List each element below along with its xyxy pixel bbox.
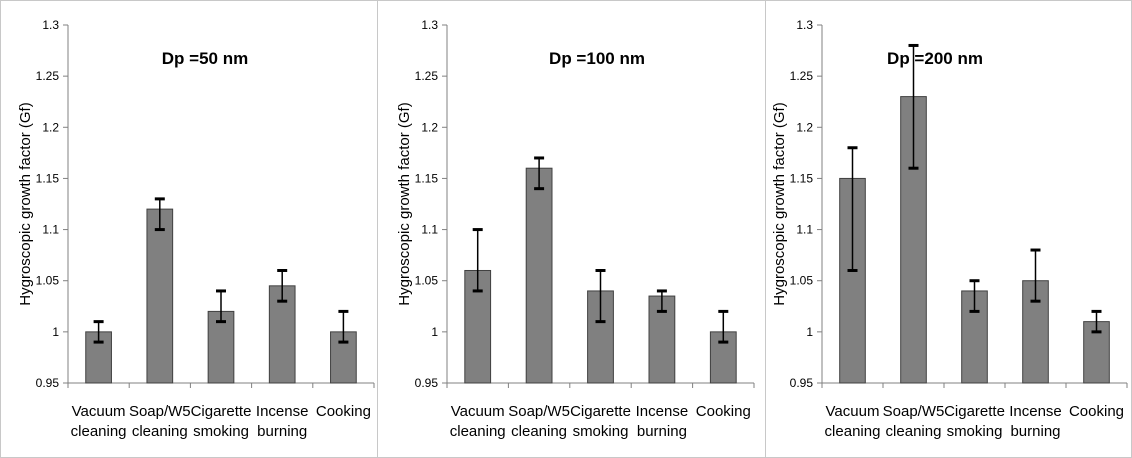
chart-title: Dp =200 nm [887, 49, 983, 68]
bar [526, 168, 552, 383]
x-category-label: cleaning [450, 423, 506, 440]
y-tick-label: 1.25 [415, 69, 439, 83]
y-tick-label: 1.05 [36, 274, 60, 288]
y-tick-label: 1.2 [796, 120, 813, 134]
y-tick-label: 1.1 [796, 223, 813, 237]
chart-panel-3: 0.95 1 1.05 1.1 1.15 1.2 1.25 1.3 Hygroscopic gr… [766, 1, 1132, 458]
y-tick-label: 1.05 [790, 274, 814, 288]
chart-panel-2: 0.95 1 1.05 1.1 1.15 1.2 1.25 1.3 Hygroscopic gr… [378, 1, 766, 458]
x-category-label: Cooking [1069, 403, 1124, 420]
x-category-label: cleaning [71, 423, 127, 440]
y-tick-label: 1 [52, 325, 59, 339]
x-category-label: burning [257, 423, 307, 440]
y-tick-label: 1 [431, 325, 438, 339]
y-tick-label: 1.2 [421, 120, 438, 134]
x-category-label: Cigarette [944, 403, 1005, 420]
x-category-label: Incense [1009, 403, 1062, 420]
x-category-label: Soap/W5 [508, 403, 570, 420]
y-tick-label: 1.15 [790, 171, 814, 185]
x-category-label: smoking [947, 423, 1003, 440]
x-category-label: burning [1010, 423, 1060, 440]
x-category-label: Vacuum [72, 403, 126, 420]
x-category-label: cleaning [132, 423, 188, 440]
y-axis-label: Hygroscopic growth factor (Gf) [771, 102, 788, 305]
chart-title: Dp =100 nm [549, 49, 645, 68]
panel-frame [766, 1, 1132, 458]
y-axis-label: Hygroscopic growth factor (Gf) [17, 102, 34, 305]
x-category-label: smoking [573, 423, 629, 440]
x-category-label: Soap/W5 [129, 403, 191, 420]
y-tick-label: 1.3 [796, 18, 813, 32]
y-tick-label: 0.95 [415, 376, 439, 390]
x-category-label: cleaning [886, 423, 942, 440]
bar [147, 209, 173, 383]
y-tick-label: 1.15 [36, 171, 60, 185]
y-tick-label: 1.3 [42, 18, 59, 32]
x-category-label: Cigarette [570, 403, 631, 420]
x-category-label: smoking [193, 423, 249, 440]
x-category-label: Vacuum [451, 403, 505, 420]
y-tick-label: 1.05 [415, 274, 439, 288]
y-tick-label: 1.25 [36, 69, 60, 83]
y-tick-label: 1.1 [42, 223, 59, 237]
x-category-label: Incense [256, 403, 309, 420]
y-tick-label: 1.25 [790, 69, 814, 83]
x-category-label: Soap/W5 [883, 403, 945, 420]
chart-panel-1: 0.95 1 1.05 1.1 1.15 1.2 1.25 1.3 Hygroscopic gr… [1, 1, 378, 458]
x-category-label: cleaning [511, 423, 567, 440]
y-axis-label: Hygroscopic growth factor (Gf) [396, 102, 413, 305]
x-category-label: Vacuum [826, 403, 880, 420]
chart-title: Dp =50 nm [162, 49, 248, 68]
x-category-label: burning [637, 423, 687, 440]
y-tick-label: 0.95 [36, 376, 60, 390]
y-tick-label: 1.3 [421, 18, 438, 32]
x-category-label: Cooking [316, 403, 371, 420]
x-category-label: Incense [636, 403, 689, 420]
y-tick-label: 1.15 [415, 171, 439, 185]
x-category-label: Cigarette [191, 403, 252, 420]
x-category-label: Cooking [696, 403, 751, 420]
y-tick-label: 1.2 [42, 120, 59, 134]
y-tick-label: 0.95 [790, 376, 814, 390]
x-category-label: cleaning [825, 423, 881, 440]
y-tick-label: 1.1 [421, 223, 438, 237]
y-tick-label: 1 [806, 325, 813, 339]
